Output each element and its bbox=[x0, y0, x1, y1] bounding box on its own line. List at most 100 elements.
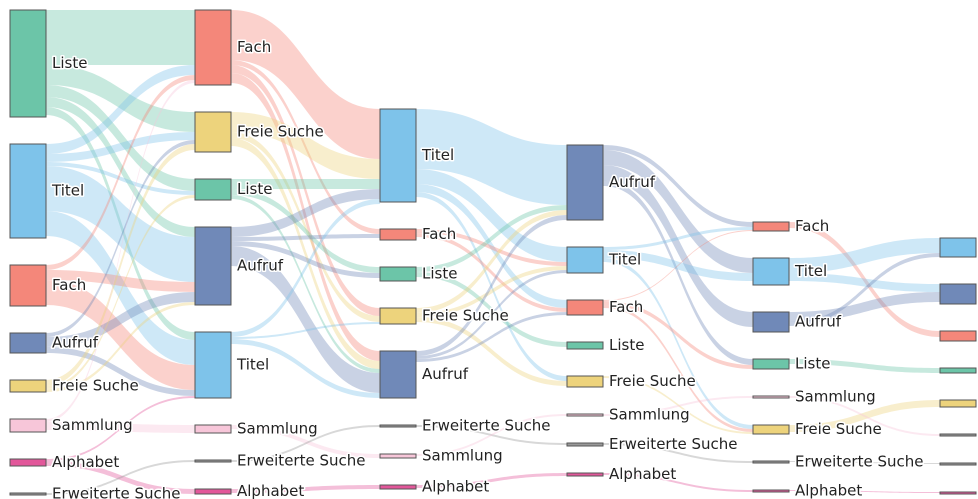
node-label: Erweiterte Suche bbox=[52, 485, 180, 499]
node bbox=[194, 111, 232, 153]
node-label: Fach bbox=[609, 298, 643, 316]
link bbox=[231, 246, 380, 393]
node-label: Fach bbox=[422, 225, 456, 243]
link bbox=[231, 234, 380, 241]
node bbox=[939, 491, 977, 495]
node-label: Fach bbox=[52, 276, 86, 294]
link bbox=[46, 132, 195, 162]
link bbox=[231, 425, 380, 458]
link bbox=[416, 312, 567, 362]
node bbox=[939, 237, 977, 258]
node bbox=[752, 395, 790, 399]
link bbox=[231, 73, 380, 361]
node bbox=[752, 424, 790, 435]
node bbox=[194, 226, 232, 306]
link bbox=[46, 270, 195, 292]
link bbox=[603, 376, 753, 434]
node bbox=[9, 492, 47, 496]
link bbox=[789, 292, 940, 322]
link bbox=[603, 305, 753, 432]
node-label: Alphabet bbox=[52, 453, 119, 471]
node-label: Fach bbox=[795, 217, 829, 235]
link bbox=[416, 272, 567, 347]
node-label: Erweiterte Suche bbox=[795, 453, 923, 471]
link bbox=[46, 65, 195, 154]
node-label: Alphabet bbox=[795, 482, 862, 499]
node-label: Aufruf bbox=[237, 257, 284, 275]
node-label: Freie Suche bbox=[237, 123, 324, 141]
node bbox=[752, 460, 790, 464]
link bbox=[46, 460, 195, 495]
node-label: Freie Suche bbox=[795, 420, 882, 438]
node bbox=[752, 221, 790, 232]
link bbox=[231, 132, 380, 322]
node-label: Sammlung bbox=[52, 416, 133, 434]
link bbox=[46, 97, 195, 237]
link bbox=[603, 258, 753, 429]
node-label: Sammlung bbox=[237, 420, 318, 438]
link bbox=[416, 425, 567, 445]
node bbox=[194, 9, 232, 86]
link bbox=[46, 166, 195, 282]
node-label: Liste bbox=[422, 265, 457, 283]
link bbox=[416, 414, 567, 456]
link bbox=[416, 266, 567, 317]
link bbox=[789, 461, 940, 464]
node-label: Freie Suche bbox=[609, 372, 696, 390]
link bbox=[46, 107, 195, 340]
node bbox=[566, 299, 604, 316]
link bbox=[603, 396, 753, 416]
link bbox=[789, 490, 940, 493]
node-label: Fach bbox=[237, 38, 271, 56]
node bbox=[752, 257, 790, 286]
link bbox=[603, 150, 753, 273]
node-label: Freie Suche bbox=[52, 377, 139, 395]
link bbox=[603, 165, 753, 327]
link bbox=[231, 189, 380, 273]
link bbox=[416, 109, 567, 205]
link bbox=[46, 211, 195, 365]
node-label: Titel bbox=[236, 356, 269, 374]
link bbox=[46, 195, 195, 389]
link bbox=[46, 461, 195, 494]
node bbox=[939, 399, 977, 408]
link bbox=[416, 205, 567, 272]
node-label: Liste bbox=[237, 180, 272, 198]
node bbox=[939, 462, 977, 466]
node bbox=[194, 424, 232, 434]
link bbox=[603, 145, 753, 227]
node-label: Alphabet bbox=[422, 478, 489, 496]
node-label: Aufruf bbox=[609, 173, 656, 191]
link bbox=[231, 195, 380, 373]
link bbox=[46, 347, 195, 396]
node-label: Erweiterte Suche bbox=[237, 452, 365, 470]
link bbox=[231, 65, 380, 316]
links bbox=[46, 10, 940, 495]
node-label: Titel bbox=[51, 182, 84, 200]
node bbox=[939, 283, 977, 305]
link bbox=[46, 292, 195, 347]
node bbox=[379, 350, 417, 399]
node bbox=[752, 358, 790, 370]
node-label: Liste bbox=[609, 336, 644, 354]
link bbox=[789, 222, 940, 337]
node bbox=[566, 341, 604, 350]
link bbox=[416, 317, 567, 386]
link bbox=[231, 112, 380, 179]
node bbox=[379, 484, 417, 490]
node bbox=[939, 330, 977, 342]
node bbox=[752, 489, 790, 493]
link bbox=[416, 229, 567, 266]
node bbox=[9, 332, 47, 354]
link bbox=[416, 210, 567, 313]
link bbox=[603, 180, 753, 365]
node-label: Liste bbox=[52, 54, 87, 72]
link bbox=[416, 473, 567, 488]
node-label: Aufruf bbox=[422, 365, 469, 383]
link bbox=[231, 189, 380, 237]
node-label: Aufruf bbox=[52, 334, 99, 352]
node-label: Titel bbox=[421, 146, 454, 164]
link bbox=[46, 422, 195, 433]
node bbox=[379, 307, 417, 325]
link bbox=[603, 301, 753, 369]
